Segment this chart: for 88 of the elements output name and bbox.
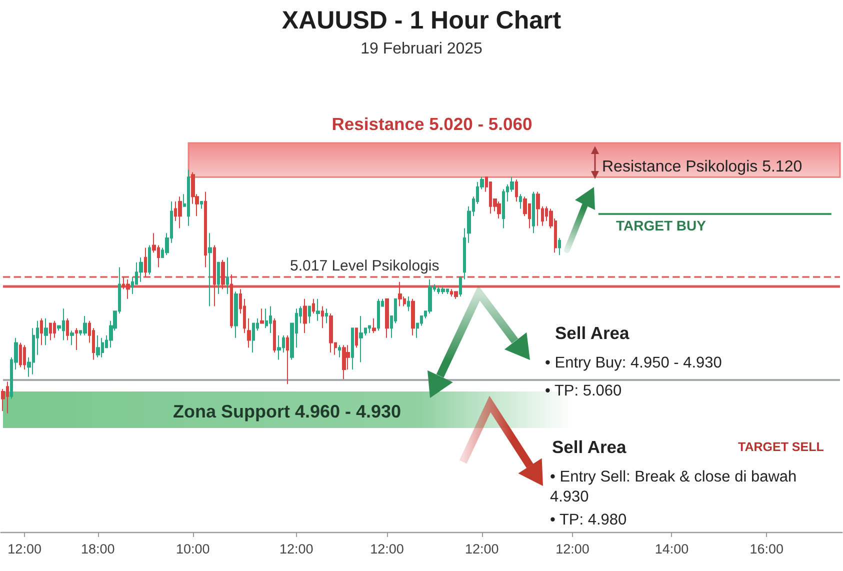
candlestick <box>213 244 216 307</box>
candlestick <box>187 169 190 226</box>
candlestick <box>204 191 207 268</box>
candlestick <box>83 315 87 336</box>
candlestick <box>355 328 358 348</box>
text: • TP: 4.980 <box>550 512 628 528</box>
candlestick <box>49 322 52 341</box>
x-tick-label: 16:00 <box>750 542 784 556</box>
candlestick <box>208 232 212 307</box>
band-label: Zona Support 4.960 - 4.930 <box>172 402 402 422</box>
candlestick <box>230 274 233 329</box>
candlestick <box>66 318 69 341</box>
x-tick-label: 12:00 <box>279 542 314 556</box>
candlestick <box>265 308 268 329</box>
candlestick <box>515 179 518 202</box>
candlestick <box>273 318 276 353</box>
candlestick <box>144 247 147 278</box>
candlestick <box>497 200 501 220</box>
candlestick <box>234 291 238 338</box>
candlestick <box>53 320 56 338</box>
candlestick <box>217 262 220 295</box>
x-tick-label: 18:00 <box>81 542 115 556</box>
candlestick <box>260 308 264 324</box>
candlestick <box>463 228 466 280</box>
x-tick-label: 12:00 <box>370 542 404 556</box>
candlestick <box>441 286 445 295</box>
candlestick <box>139 256 143 282</box>
candlestick <box>558 238 561 256</box>
ref-line-label: TARGET BUY <box>616 218 707 234</box>
candlestick <box>532 191 535 234</box>
candlestick <box>312 298 315 314</box>
candlestick <box>338 344 341 358</box>
candlestick <box>428 278 432 314</box>
candlestick <box>536 191 540 226</box>
candlestick <box>407 296 410 312</box>
annotation: • Entry Buy: 4.950 - 4.930 <box>545 354 722 372</box>
candlestick <box>372 318 376 334</box>
candlestick <box>23 344 26 370</box>
candlestick <box>321 306 324 329</box>
candlestick <box>411 298 415 336</box>
candlestick <box>19 342 22 368</box>
candlestick <box>247 318 251 348</box>
x-tick-label: 10:00 <box>176 542 210 556</box>
x-tick-label: 12:00 <box>8 542 42 556</box>
candlestick <box>44 318 48 346</box>
candlestick <box>351 328 354 370</box>
band-label: Resistance 5.020 - 5.060 <box>332 114 532 134</box>
candlestick <box>70 330 74 346</box>
candlestick <box>368 325 371 334</box>
x-tick-label: 12:00 <box>465 542 499 556</box>
candlestick <box>502 188 505 229</box>
ref-line-label: 5.017 Level Psikologis <box>290 257 440 274</box>
annotation: Sell Area <box>555 323 630 343</box>
annotation: • TP: 5.060 <box>545 382 622 400</box>
candlestick <box>398 281 402 307</box>
candlestick <box>221 259 225 290</box>
candlestick <box>303 298 307 334</box>
candlestick <box>329 313 333 353</box>
candlestick <box>325 308 328 324</box>
x-tick-label: 14:00 <box>654 542 689 556</box>
candlestick <box>519 194 522 210</box>
candlestick <box>342 344 346 380</box>
text: • Entry Sell: Break & close di bawah 4.930 <box>550 468 801 506</box>
candlestick <box>252 322 255 353</box>
annotation: Resistance Psikologis 5.120 <box>602 158 802 176</box>
candlestick <box>96 334 100 358</box>
x-tick-label: 12:00 <box>556 542 590 556</box>
candlestick <box>377 298 380 332</box>
candlestick <box>269 306 272 334</box>
chart-title: XAUUSD - 1 Hour Chart <box>282 6 562 34</box>
candlestick <box>126 278 130 300</box>
candlestick <box>359 315 363 363</box>
candlestick <box>277 334 281 360</box>
candlestick <box>178 196 182 229</box>
candlestick <box>286 334 289 385</box>
candlestick <box>308 306 311 324</box>
candlestick <box>459 276 462 297</box>
text: TARGET SELL <box>738 440 824 454</box>
candlestick <box>385 298 389 338</box>
candlestick <box>316 298 320 322</box>
chart-subtitle: 19 Februari 2025 <box>360 40 483 58</box>
candlestick <box>75 328 78 351</box>
candlestick <box>226 256 229 295</box>
candlestick <box>200 200 203 210</box>
candlestick <box>40 318 43 346</box>
text: Sell Area <box>552 437 627 457</box>
candlestick <box>454 291 458 300</box>
candlestick <box>148 244 151 276</box>
